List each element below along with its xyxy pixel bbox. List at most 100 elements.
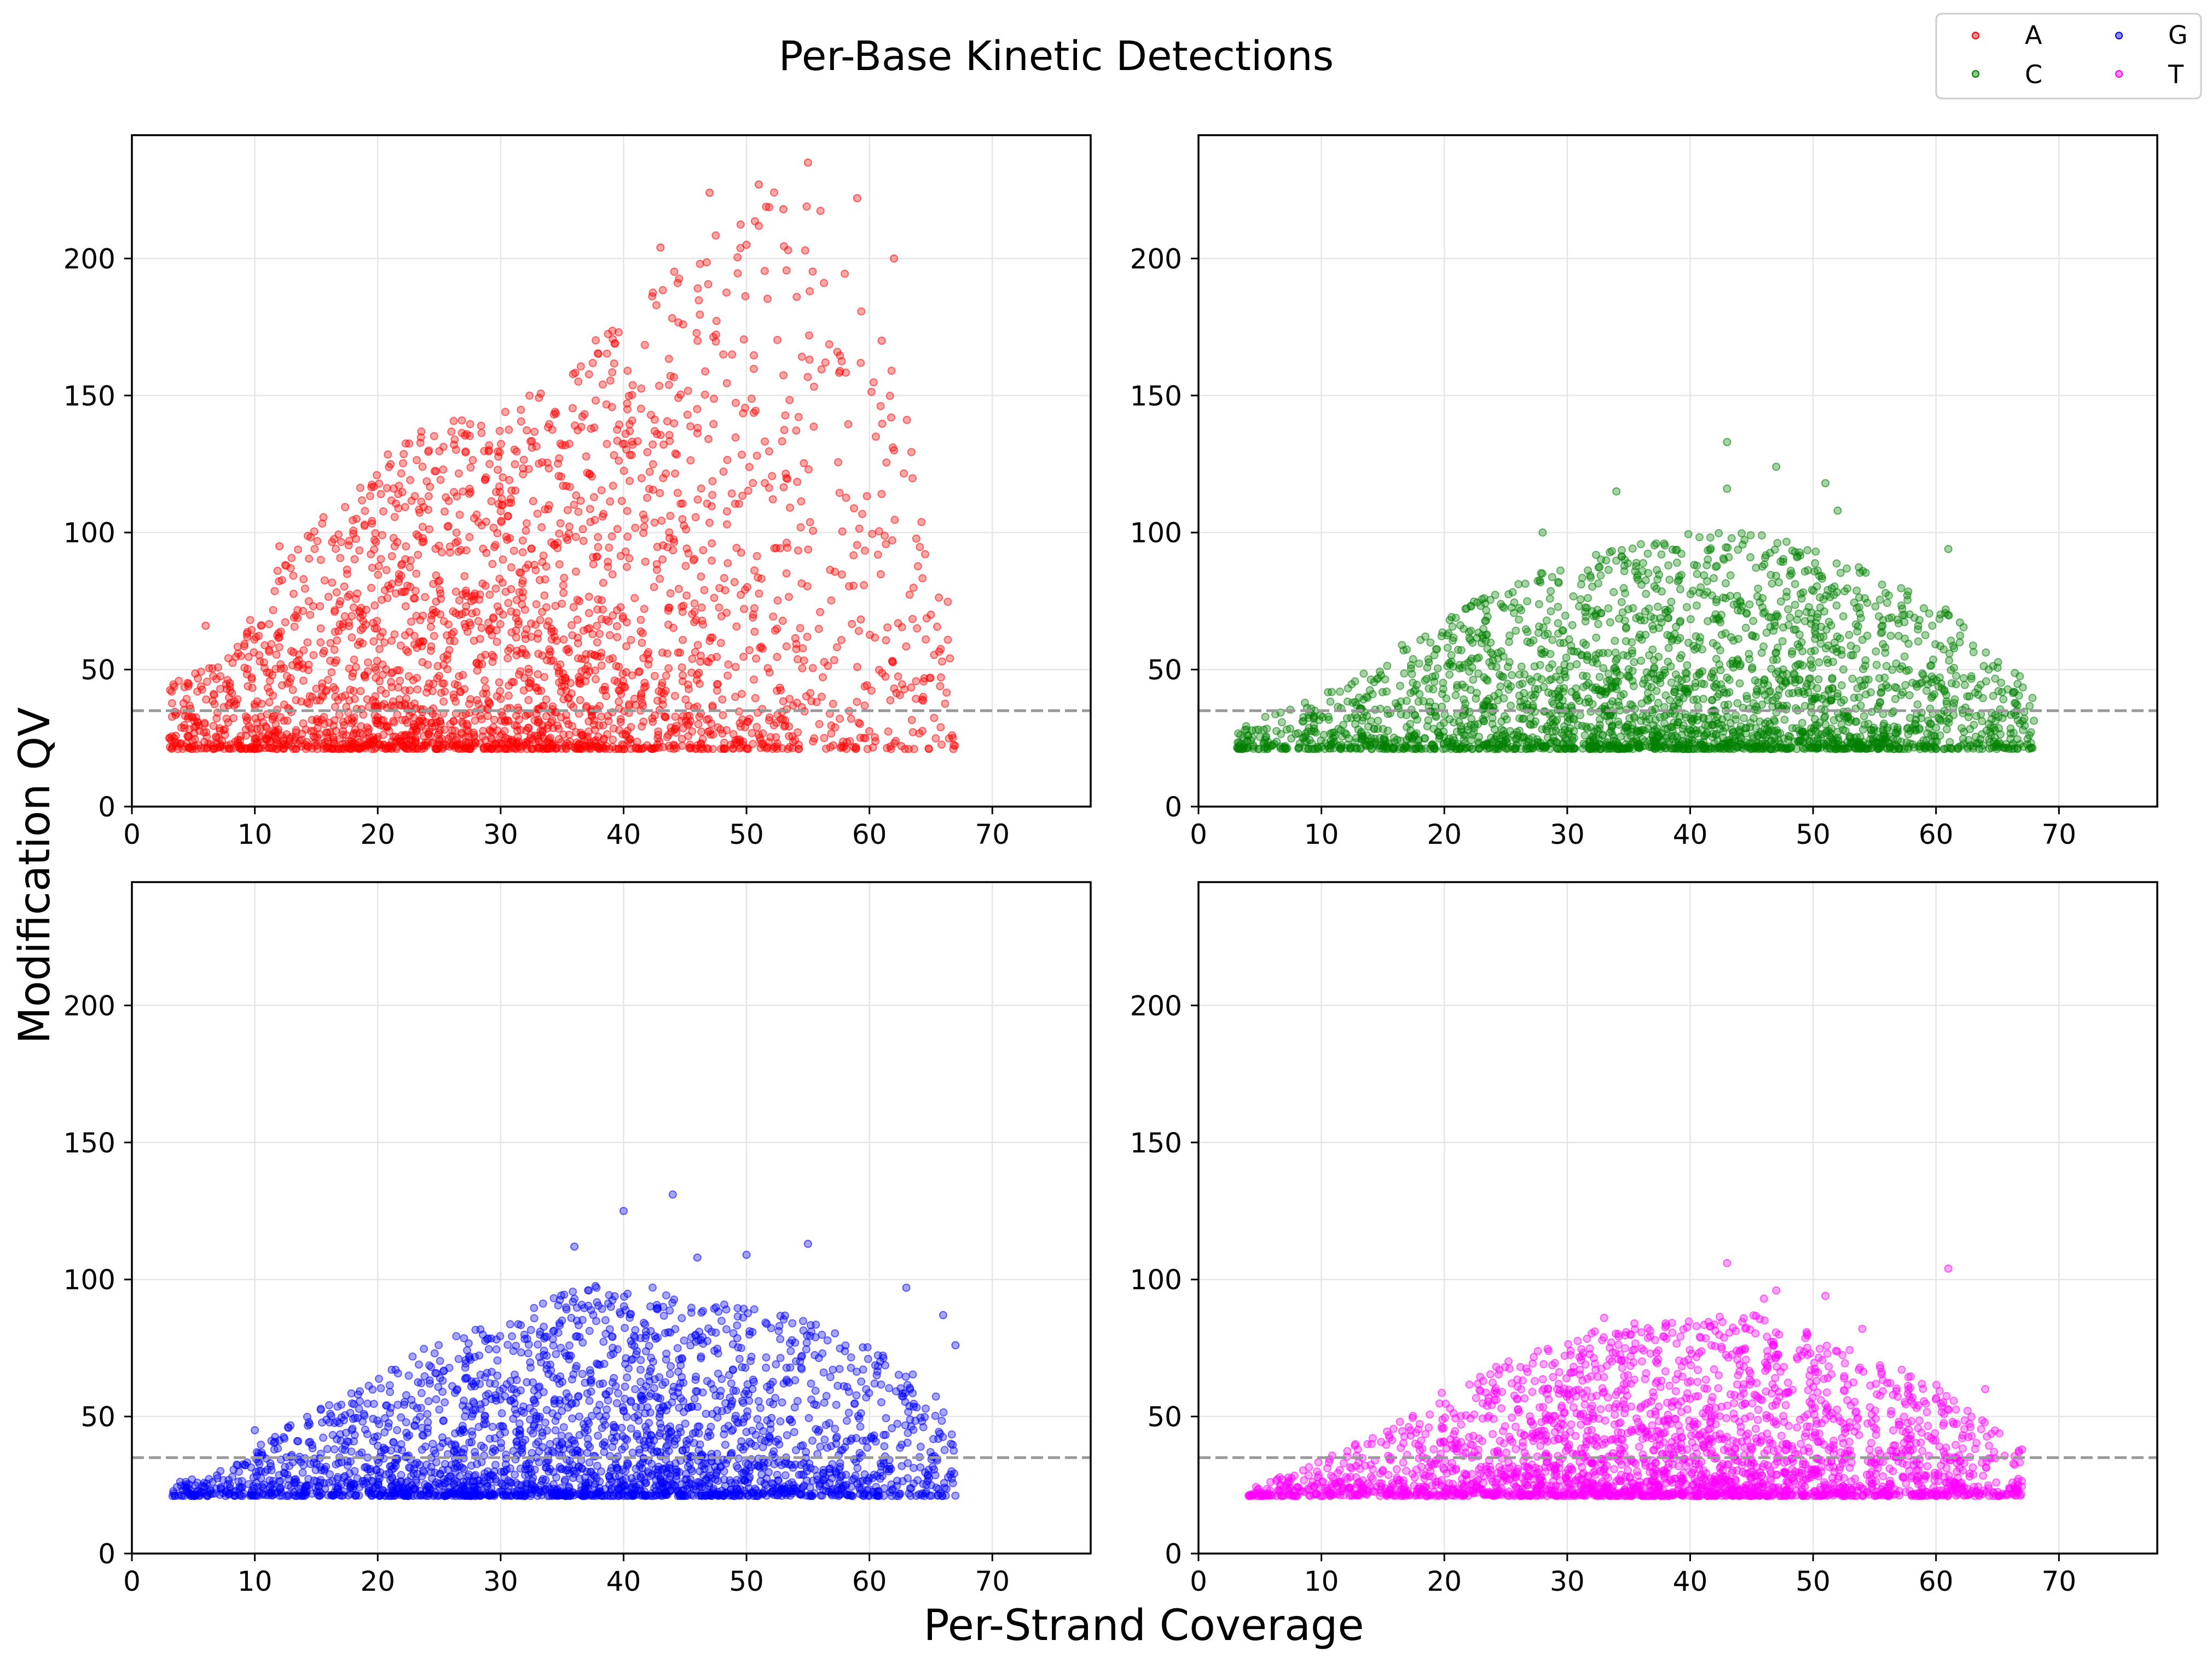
data-point bbox=[495, 427, 504, 435]
data-point bbox=[1925, 723, 1933, 732]
y-tick-label: 100 bbox=[63, 517, 115, 549]
data-point bbox=[637, 384, 646, 393]
data-point bbox=[489, 524, 498, 532]
data-point bbox=[533, 509, 542, 518]
data-point bbox=[364, 725, 373, 733]
data-point bbox=[615, 697, 623, 706]
data-point bbox=[867, 387, 876, 396]
data-point bbox=[504, 691, 513, 700]
data-point bbox=[1695, 533, 1704, 542]
data-point bbox=[422, 477, 431, 486]
data-point bbox=[387, 552, 396, 560]
data-point bbox=[664, 380, 673, 389]
data-point bbox=[1922, 686, 1931, 695]
data-point bbox=[623, 507, 632, 515]
data-point bbox=[1442, 694, 1451, 703]
data-point bbox=[803, 373, 812, 381]
data-point bbox=[1554, 602, 1562, 611]
data-point bbox=[800, 656, 808, 665]
data-point bbox=[1629, 682, 1638, 691]
data-point bbox=[1438, 702, 1446, 711]
data-point bbox=[219, 744, 228, 753]
data-point bbox=[887, 367, 896, 375]
data-point bbox=[1958, 724, 1966, 733]
data-point bbox=[495, 607, 503, 616]
data-point bbox=[492, 740, 501, 749]
data-point bbox=[528, 735, 537, 744]
data-point bbox=[522, 519, 531, 528]
data-point bbox=[297, 735, 306, 744]
data-point bbox=[827, 596, 836, 605]
data-point bbox=[1683, 661, 1692, 670]
data-point bbox=[488, 560, 497, 569]
data-point bbox=[752, 451, 761, 460]
data-point bbox=[414, 532, 422, 541]
data-point bbox=[309, 651, 318, 659]
data-point bbox=[862, 492, 871, 501]
data-point bbox=[822, 744, 830, 753]
data-point bbox=[412, 569, 421, 578]
data-point bbox=[289, 571, 298, 580]
data-point bbox=[1324, 712, 1333, 721]
data-point bbox=[312, 715, 321, 723]
data-point bbox=[1431, 672, 1440, 680]
data-point bbox=[340, 745, 349, 754]
data-point bbox=[439, 679, 448, 688]
data-point bbox=[637, 474, 646, 483]
data-point bbox=[587, 743, 595, 752]
data-point bbox=[1821, 712, 1829, 721]
data-point bbox=[374, 570, 383, 579]
data-point bbox=[1710, 739, 1718, 748]
data-point bbox=[582, 452, 590, 461]
data-point bbox=[213, 663, 222, 672]
data-point bbox=[364, 658, 372, 667]
data-point bbox=[849, 551, 858, 560]
data-point bbox=[705, 518, 714, 527]
data-point bbox=[648, 440, 657, 449]
data-point bbox=[802, 202, 811, 211]
data-point bbox=[396, 676, 404, 685]
data-point bbox=[216, 685, 224, 693]
data-point bbox=[525, 668, 534, 677]
data-point bbox=[328, 733, 337, 741]
data-point bbox=[673, 450, 681, 459]
data-point bbox=[523, 745, 531, 754]
data-point bbox=[264, 744, 273, 752]
data-point bbox=[447, 427, 456, 436]
data-point bbox=[640, 523, 648, 531]
data-point bbox=[470, 595, 478, 604]
data-point bbox=[619, 466, 628, 475]
data-point bbox=[1433, 664, 1442, 673]
data-point bbox=[1800, 617, 1809, 625]
data-point bbox=[1959, 674, 1968, 682]
data-point bbox=[424, 660, 432, 669]
data-point bbox=[1913, 700, 1922, 709]
data-point bbox=[773, 335, 781, 344]
data-point bbox=[592, 396, 600, 405]
data-point bbox=[1885, 591, 1893, 600]
data-point bbox=[1512, 627, 1520, 635]
data-point bbox=[476, 635, 484, 644]
data-point bbox=[436, 589, 445, 598]
data-point bbox=[625, 702, 634, 710]
data-point bbox=[416, 616, 425, 624]
data-point bbox=[568, 631, 577, 640]
data-point bbox=[1529, 693, 1538, 702]
data-point bbox=[1519, 702, 1527, 711]
data-point bbox=[714, 680, 722, 688]
data-point bbox=[1830, 638, 1839, 647]
data-point bbox=[1762, 628, 1771, 637]
x-tick-label: 30 bbox=[483, 819, 518, 850]
data-point bbox=[1595, 673, 1604, 681]
data-point bbox=[908, 474, 917, 483]
data-point bbox=[1689, 696, 1698, 704]
data-point bbox=[745, 646, 754, 654]
data-point bbox=[673, 489, 682, 497]
data-point bbox=[673, 279, 682, 287]
data-point bbox=[244, 682, 252, 691]
data-point bbox=[200, 718, 209, 727]
data-point bbox=[738, 715, 747, 724]
data-point bbox=[328, 744, 337, 753]
data-point-outlier bbox=[877, 337, 886, 345]
data-point bbox=[331, 658, 339, 667]
